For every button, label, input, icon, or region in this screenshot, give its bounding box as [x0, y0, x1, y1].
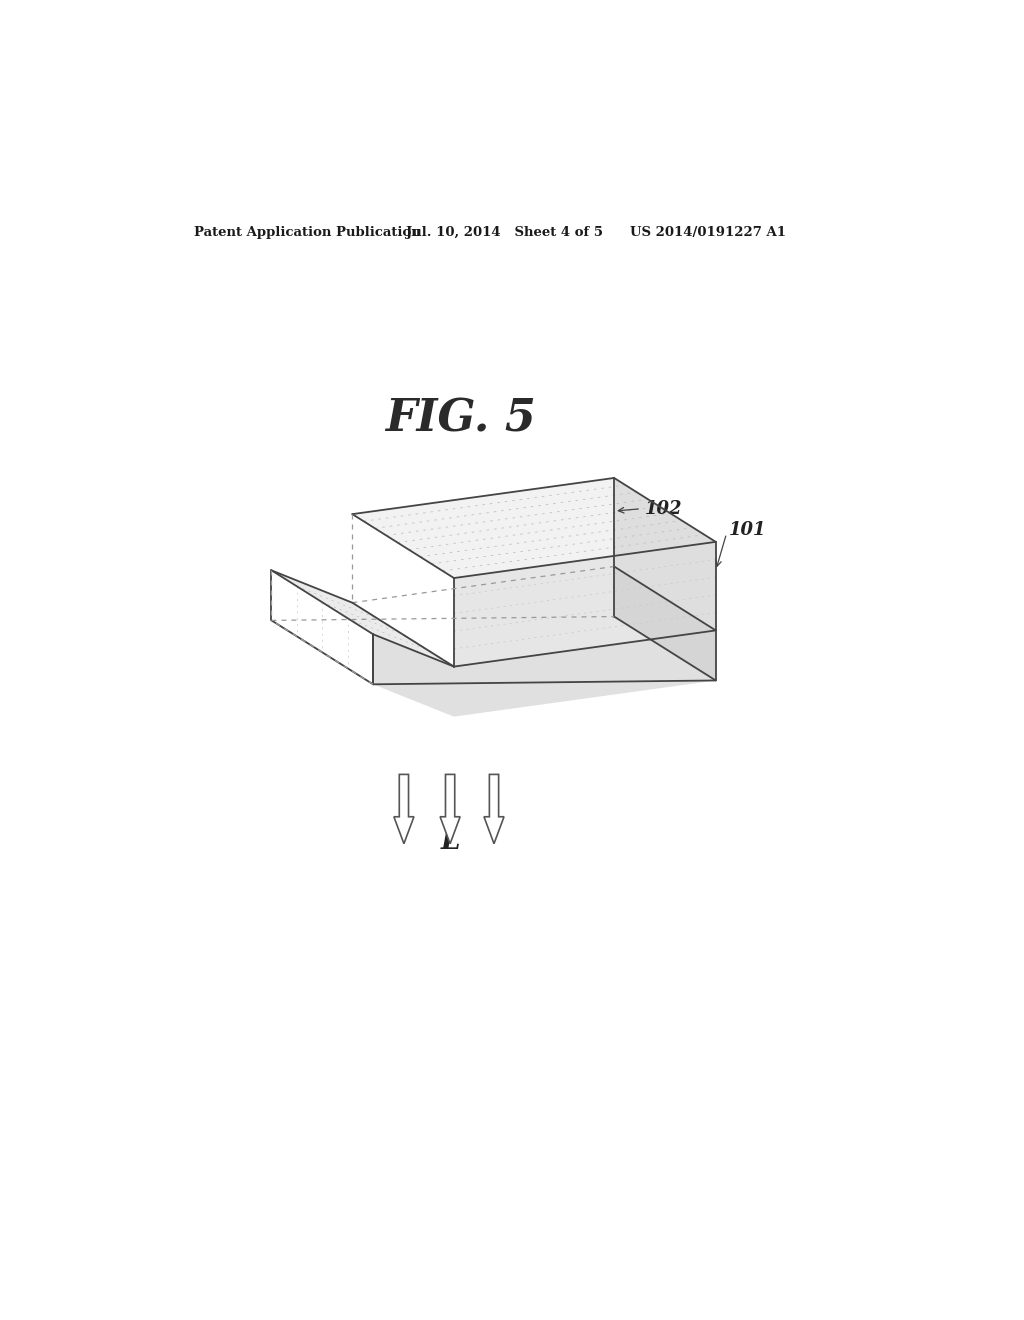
Polygon shape	[373, 635, 454, 717]
Text: Jul. 10, 2014   Sheet 4 of 5: Jul. 10, 2014 Sheet 4 of 5	[407, 226, 603, 239]
Text: 101: 101	[729, 520, 766, 539]
Text: US 2014/0191227 A1: US 2014/0191227 A1	[630, 226, 785, 239]
Polygon shape	[454, 631, 716, 717]
Text: L: L	[440, 829, 460, 855]
Polygon shape	[614, 478, 716, 631]
Polygon shape	[271, 570, 454, 667]
Polygon shape	[352, 478, 716, 578]
Text: FIG. 5: FIG. 5	[385, 397, 536, 440]
Polygon shape	[440, 775, 460, 843]
Polygon shape	[454, 543, 716, 667]
Polygon shape	[484, 775, 504, 843]
Polygon shape	[394, 775, 414, 843]
Text: 102: 102	[645, 500, 682, 517]
Text: Patent Application Publication: Patent Application Publication	[194, 226, 421, 239]
Polygon shape	[614, 566, 716, 681]
